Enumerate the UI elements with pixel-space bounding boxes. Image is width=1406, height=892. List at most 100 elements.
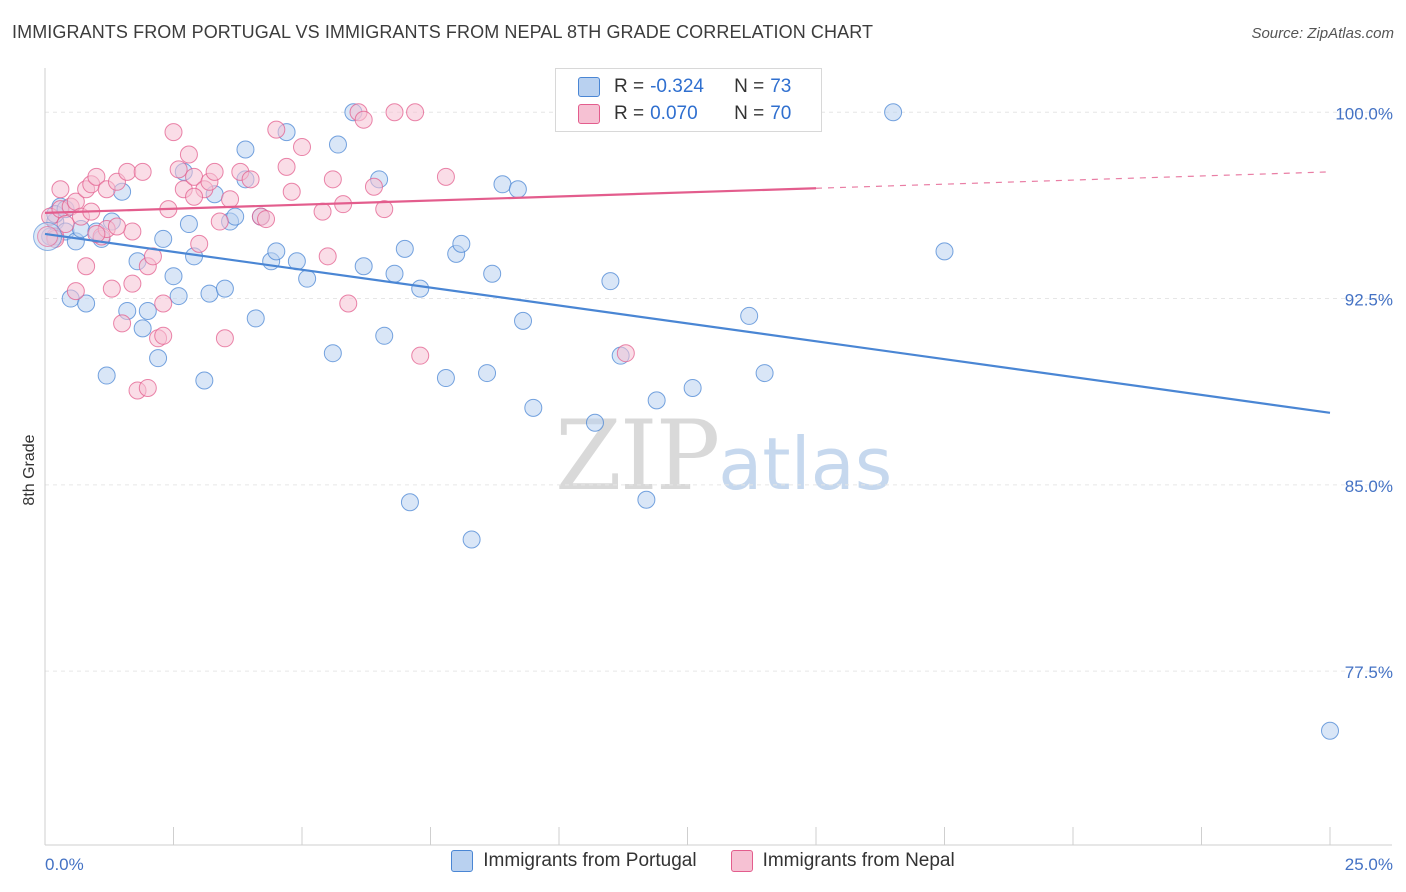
point-nepal [257, 210, 276, 229]
point-nepal [616, 344, 635, 363]
point-nepal [364, 177, 383, 196]
y-tick-label: 85.0% [1345, 477, 1393, 496]
watermark: ZIPatlas [555, 400, 892, 512]
point-portugal [508, 180, 527, 199]
watermark-zip: ZIP [555, 400, 720, 512]
trend-line-nepal [44, 187, 817, 214]
point-nepal [169, 160, 188, 179]
point-portugal [637, 490, 656, 509]
point-portugal [195, 371, 214, 390]
stats-row-nepal: R = 0.070 N = 70 [578, 102, 791, 126]
n-value-portugal: 73 [770, 76, 792, 97]
y-tick-label: 77.5% [1345, 663, 1393, 682]
point-portugal [154, 229, 173, 248]
point-portugal [354, 257, 373, 276]
point-nepal [210, 212, 229, 231]
point-portugal [169, 287, 188, 306]
portugal-swatch [578, 77, 600, 97]
point-nepal [66, 282, 85, 301]
point-nepal [215, 329, 234, 348]
n-value-nepal: 70 [770, 103, 792, 124]
legend-item-portugal[interactable]: Immigrants from Portugal [451, 850, 697, 872]
y-tick-label: 100.0% [1335, 104, 1393, 123]
point-portugal [462, 530, 481, 549]
point-nepal [190, 234, 209, 253]
point-portugal [164, 267, 183, 286]
point-nepal [293, 138, 311, 157]
x-tick-label: 0.0% [45, 855, 84, 874]
point-portugal [483, 264, 502, 283]
point-portugal [493, 175, 512, 194]
point-portugal [395, 239, 414, 258]
chart-title: IMMIGRANTS FROM PORTUGAL VS IMMIGRANTS F… [12, 22, 874, 42]
point-nepal [37, 225, 59, 247]
axis-labels: 100.0% 92.5% 85.0% 77.5% 0.0% 25.0% 8th Grade [21, 104, 1393, 874]
nepal-swatch [578, 104, 600, 124]
point-portugal [400, 493, 419, 512]
point-nepal [282, 182, 301, 201]
point-nepal [123, 222, 142, 241]
n-label-portugal: N = [734, 76, 765, 97]
legend-item-nepal[interactable]: Immigrants from Nepal [730, 850, 955, 872]
point-nepal [385, 103, 404, 122]
r-label-nepal: R = [614, 103, 645, 124]
point-portugal [215, 279, 234, 298]
point-nepal [436, 167, 455, 186]
stats-row-portugal: R = -0.324 N = 73 [578, 75, 791, 99]
watermark-atlas: atlas [718, 422, 893, 506]
point-portugal [138, 301, 157, 320]
point-portugal [226, 207, 245, 226]
point-nepal [221, 190, 240, 209]
point-nepal [164, 123, 183, 142]
point-nepal [118, 162, 137, 181]
point-portugal [77, 294, 96, 313]
point-nepal [241, 170, 260, 189]
point-portugal [97, 366, 116, 385]
x-tick-label: 25.0% [1345, 855, 1393, 874]
point-nepal [133, 162, 152, 181]
legend-swatch-portugal [451, 850, 474, 872]
r-value-nepal: 0.070 [650, 103, 698, 124]
point-nepal [267, 120, 286, 139]
point-nepal [102, 279, 121, 298]
point-portugal [133, 319, 152, 338]
point-portugal [585, 413, 604, 432]
point-portugal [683, 378, 702, 397]
y-tick-label: 92.5% [1345, 291, 1393, 310]
point-portugal [385, 264, 404, 283]
point-portugal [267, 242, 286, 261]
trend-lines [44, 171, 1331, 414]
point-nepal [354, 110, 373, 129]
r-value-portugal: -0.324 [650, 76, 704, 97]
point-nepal [318, 247, 337, 266]
legend-swatch-nepal [730, 850, 753, 872]
stats-legend: R = -0.324 N = 73 R = 0.070 N = 70 [555, 68, 822, 132]
trend-line-portugal [44, 232, 1331, 414]
point-nepal [406, 103, 425, 122]
y-axis-title: 8th Grade [21, 434, 38, 505]
point-nepal [179, 145, 198, 164]
trend-line-nepal-dashed [815, 171, 1331, 189]
point-nepal [313, 202, 332, 221]
n-label-nepal: N = [734, 103, 765, 124]
point-portugal [236, 140, 255, 159]
grid [45, 111, 1392, 672]
series-legend: Immigrants from Portugal Immigrants from… [0, 850, 1406, 872]
point-nepal [51, 180, 70, 199]
point-nepal [277, 157, 296, 176]
point-portugal [524, 398, 543, 417]
point-portugal [601, 272, 620, 291]
point-nepal [107, 217, 126, 236]
point-nepal [185, 187, 204, 206]
point-nepal [375, 200, 394, 219]
chart-source: Source: ZipAtlas.com [1251, 25, 1394, 42]
point-portugal [149, 349, 168, 368]
point-portugal [436, 369, 455, 388]
point-portugal [884, 103, 903, 122]
point-portugal [411, 279, 430, 298]
point-portugal [179, 215, 198, 234]
point-portugal [375, 326, 394, 345]
point-portugal [1321, 721, 1339, 740]
point-portugal [452, 234, 471, 253]
